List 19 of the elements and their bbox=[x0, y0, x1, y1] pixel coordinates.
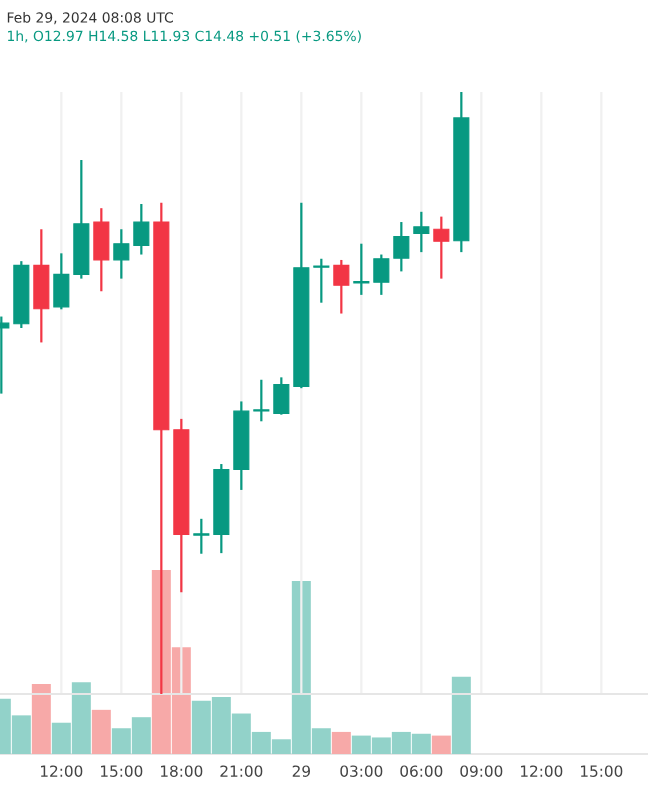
candlestick bbox=[433, 215, 450, 280]
candlestick bbox=[393, 220, 410, 273]
candlestick bbox=[373, 253, 390, 296]
candlestick bbox=[133, 202, 150, 256]
candlestick bbox=[193, 517, 210, 555]
bar bbox=[31, 684, 51, 754]
candlestick bbox=[53, 252, 70, 311]
candlestick bbox=[333, 258, 350, 315]
bar bbox=[451, 676, 471, 754]
bar bbox=[331, 731, 351, 754]
candlestick bbox=[113, 228, 130, 280]
candlestick bbox=[313, 257, 330, 304]
bar bbox=[91, 709, 111, 754]
candlestick bbox=[413, 210, 430, 254]
candlestick bbox=[33, 228, 50, 344]
candlestick bbox=[93, 207, 110, 293]
bar bbox=[431, 735, 451, 754]
candlestick bbox=[273, 376, 290, 416]
candlestick bbox=[253, 378, 270, 423]
